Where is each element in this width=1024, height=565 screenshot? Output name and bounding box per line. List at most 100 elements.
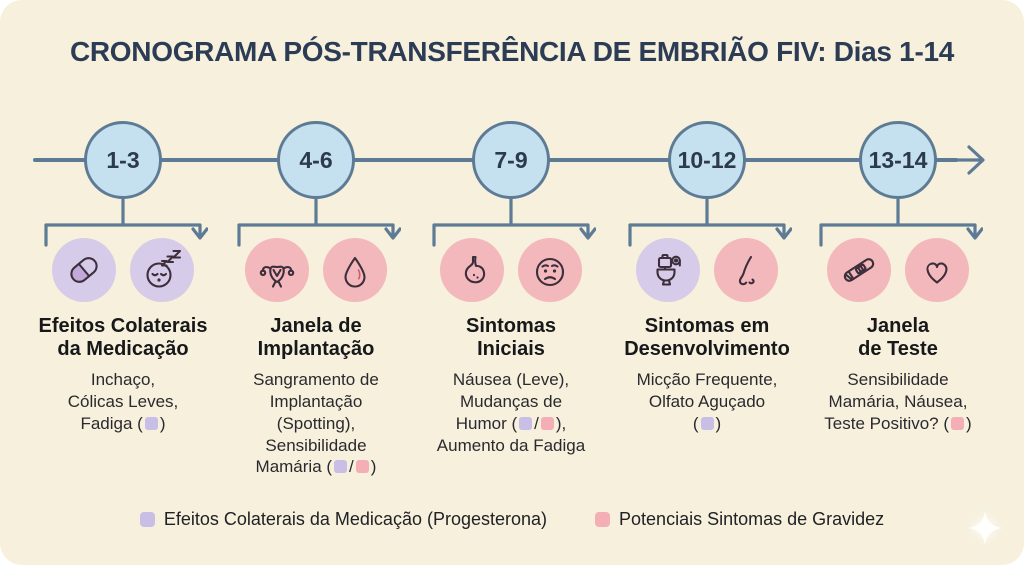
legend-label: Efeitos Colaterais da Medicação (Progest… xyxy=(163,509,548,529)
icon-row xyxy=(793,238,1003,302)
bracket-connector xyxy=(819,199,983,247)
symptom-line: Sensibilidade xyxy=(265,435,367,455)
uterus-icon xyxy=(245,238,309,302)
symptom-line: Humor ( /), xyxy=(406,413,616,435)
pregnancy-color-chip xyxy=(540,416,554,430)
symptom-line: () xyxy=(602,413,812,435)
symptom-text: / xyxy=(534,413,539,433)
node-label: 4-6 xyxy=(299,146,333,173)
timeline-node-days-7-9: 7-9 xyxy=(472,121,550,199)
timeline-arrow-icon xyxy=(952,145,985,175)
pregnancy-swatch-icon xyxy=(595,512,611,527)
medication-color-chip xyxy=(700,416,714,430)
stage-heading: Janela de Teste xyxy=(793,315,1003,361)
symptom-line: Cólicas Leves, xyxy=(67,392,179,412)
stage-heading: Sintomas em Desenvolvimento xyxy=(602,315,812,361)
bracket-connector xyxy=(432,199,596,247)
stomach-icon xyxy=(440,238,504,302)
legend-item-medication: Efeitos Colaterais da Medicação (Progest… xyxy=(139,509,548,530)
icon-row xyxy=(406,238,616,302)
bracket-connector xyxy=(237,199,401,247)
timeline-node-days-13-14: 13-14 xyxy=(859,121,937,199)
symptom-text: ) xyxy=(966,413,972,433)
symptom-line: Mamária ( /) xyxy=(211,456,421,478)
symptom-text: ) xyxy=(370,457,377,477)
stage-heading: Sintomas Iniciais xyxy=(406,315,616,361)
symptom-text: ( xyxy=(692,413,699,433)
node-label: 7-9 xyxy=(494,146,528,173)
stage-symptoms: Sangramento de Implantação (Spotting), S… xyxy=(211,369,421,478)
nose-icon xyxy=(714,238,778,302)
symptom-line: Náusea (Leve), xyxy=(452,370,570,390)
stage-column-early-symptoms: Sintomas Iniciais Náusea (Leve), Mudança… xyxy=(406,238,616,456)
medication-color-chip xyxy=(519,416,533,430)
symptom-text: / xyxy=(349,457,354,477)
symptom-line: Mamária, Náusea, xyxy=(828,392,968,412)
legend: Efeitos Colaterais da Medicação (Progest… xyxy=(0,509,1024,530)
heading-line: Sintomas em xyxy=(644,315,770,337)
sleeping-face-icon xyxy=(130,238,194,302)
heading-line: Implantação xyxy=(257,338,375,361)
node-label: 13-14 xyxy=(868,146,928,173)
medication-swatch-icon xyxy=(139,512,155,527)
pregnancy-color-chip xyxy=(355,460,369,474)
symptom-text: ), xyxy=(555,413,567,433)
icon-row xyxy=(18,238,228,302)
timeline-node-days-10-12: 10-12 xyxy=(668,121,746,199)
medication-color-chip xyxy=(334,460,348,474)
symptom-line: Sensibilidade xyxy=(847,370,949,390)
symptom-text: Teste Positivo? ( xyxy=(824,413,950,433)
pregnancy-color-chip xyxy=(951,416,965,430)
stage-column-test-window: Janela de Teste Sensibilidade Mamária, N… xyxy=(793,238,1003,435)
pregnancy-test-icon xyxy=(827,238,891,302)
legend-item-pregnancy: Potenciais Sintomas de Gravidez xyxy=(595,509,884,530)
symptom-line: Olfato Aguçado xyxy=(648,392,766,412)
stage-column-medication-side-effects: Efeitos Colaterais da Medicação Inchaço,… xyxy=(18,238,228,435)
worried-face-icon xyxy=(518,238,582,302)
medication-color-chip xyxy=(144,416,158,430)
heading-line: Iniciais xyxy=(477,338,545,361)
page-title: CRONOGRAMA PÓS-TRANSFERÊNCIA DE EMBRIÃO … xyxy=(69,36,955,67)
symptom-text: Fadiga ( xyxy=(80,413,143,433)
heart-icon xyxy=(905,238,969,302)
heading-line: da Medicação xyxy=(57,338,189,361)
heading-line: de Teste xyxy=(858,338,938,361)
heading-line: Sintomas xyxy=(465,315,557,337)
icon-row xyxy=(602,238,812,302)
pill-icon xyxy=(52,238,116,302)
heading-line: Janela de xyxy=(270,315,362,337)
symptom-line: Mudanças de xyxy=(459,392,563,412)
stage-column-implantation-window: Janela de Implantação Sangramento de Imp… xyxy=(211,238,421,478)
symptom-line: Micção Frequente, xyxy=(636,370,778,390)
legend-label: Potenciais Sintomas de Gravidez xyxy=(619,509,885,529)
toilet-icon xyxy=(636,238,700,302)
symptom-line: (Spotting), xyxy=(276,413,356,433)
timeline-node-days-1-3: 1-3 xyxy=(84,121,162,199)
stage-symptoms: Micção Frequente, Olfato Aguçado () xyxy=(602,369,812,434)
stage-heading: Efeitos Colaterais da Medicação xyxy=(18,315,228,361)
bracket-connector xyxy=(44,199,208,247)
symptom-line: Teste Positivo? () xyxy=(793,413,1003,435)
icon-row xyxy=(211,238,421,302)
symptom-text: Humor ( xyxy=(455,413,518,433)
node-label: 10-12 xyxy=(677,146,737,173)
symptom-line: Implantação xyxy=(269,392,363,412)
symptom-line: Aumento da Fadiga xyxy=(436,435,586,455)
heading-line: Desenvolvimento xyxy=(624,338,790,361)
sparkle-icon xyxy=(968,511,1002,545)
timeline-node-days-4-6: 4-6 xyxy=(277,121,355,199)
node-label: 1-3 xyxy=(106,146,140,173)
symptom-text: Mamária ( xyxy=(255,457,333,477)
bracket-connector xyxy=(628,199,792,247)
heading-line: Janela xyxy=(866,315,930,337)
symptom-line: Sangramento de xyxy=(253,370,379,390)
stage-symptoms: Sensibilidade Mamária, Náusea, Teste Pos… xyxy=(793,369,1003,434)
stage-symptoms: Inchaço, Cólicas Leves, Fadiga () xyxy=(18,369,228,434)
stage-column-developing-symptoms: Sintomas em Desenvolvimento Micção Frequ… xyxy=(602,238,812,435)
symptom-text: ) xyxy=(715,413,722,433)
symptom-line: Inchaço, xyxy=(90,370,156,390)
symptom-text: ) xyxy=(159,413,166,433)
stage-symptoms: Náusea (Leve), Mudanças de Humor ( /), Au… xyxy=(406,369,616,456)
symptom-line: Fadiga () xyxy=(18,413,228,435)
